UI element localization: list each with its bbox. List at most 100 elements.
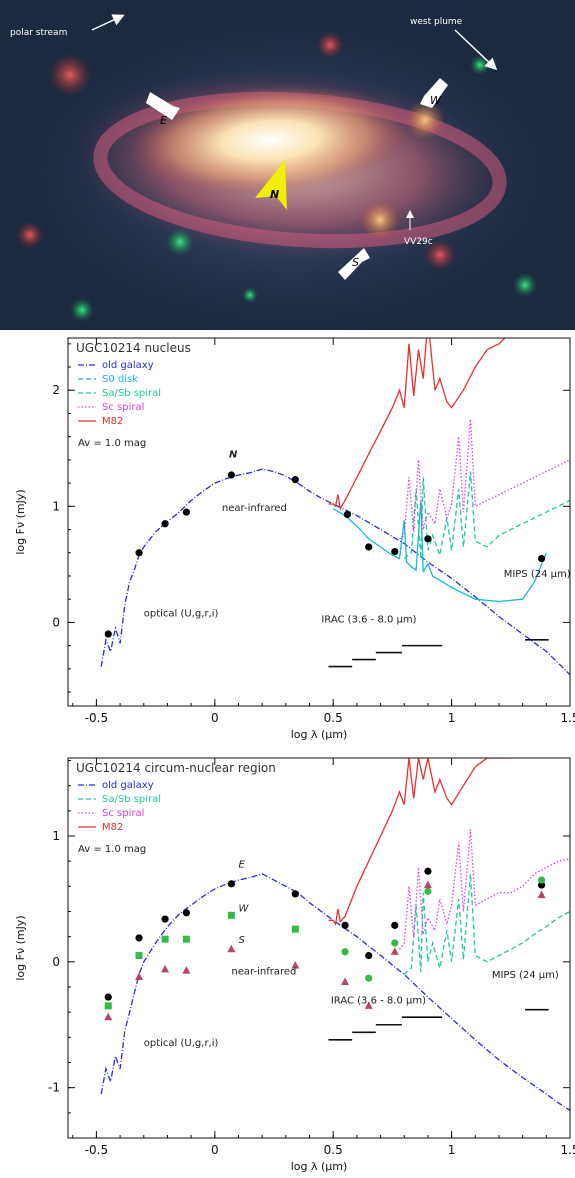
data-point (182, 935, 190, 943)
y-tick-label: 0 (52, 615, 60, 629)
data-point (161, 520, 169, 528)
data-point (161, 964, 170, 973)
annotation-label: near-infrared (222, 503, 287, 514)
annotation-label: IRAC (3.6 - 8.0 μm) (321, 614, 416, 625)
annotation-label: N (229, 450, 238, 461)
data-point (135, 549, 143, 557)
data-point (104, 1002, 112, 1010)
N-arrow-marker: N (255, 160, 287, 210)
data-point (424, 867, 432, 875)
axis-ticks: -0.5 0 0.5 1 1.5 0 1 2 (52, 338, 575, 725)
data-point (364, 1001, 373, 1009)
x-axis-label: log λ (μm) (291, 1160, 348, 1173)
data-point (341, 921, 349, 929)
x-tick-label: 1.5 (560, 711, 575, 725)
legend-entry: S0 disk (102, 374, 138, 385)
y-tick-label: 1 (52, 829, 60, 843)
green-source (470, 55, 490, 75)
series-line-sc-spiral (399, 419, 570, 540)
data-point (537, 876, 546, 884)
sed-chart-circum-nuclear: -0.5 0 0.5 1 1.5 -1 0 1 log λ (μm) log Fν (mJy)… (14, 757, 575, 1173)
x-tick-label: 0 (211, 711, 219, 725)
x-tick-label: 0 (211, 1143, 219, 1157)
west-plume-label: west plume (410, 17, 463, 27)
sed-chart-nucleus: -0.500.511.5012 log λ (μm) log Fν (mJy) … (14, 337, 575, 741)
series-line-sa-sb-spiral (403, 873, 570, 975)
data-point (104, 993, 112, 1001)
data-point (343, 510, 352, 519)
green-source (166, 228, 194, 256)
data-point (390, 947, 399, 955)
legend-entry: M82 (102, 822, 123, 833)
y-tick-label: 2 (52, 383, 60, 397)
data-point (291, 961, 300, 969)
polar-stream-arrow (91, 14, 125, 31)
x-axis-label: log λ (μm) (291, 728, 348, 741)
series-line-old-galaxy (100, 468, 570, 676)
y-axis-label: log Fν (mJy) (14, 915, 27, 980)
data-point (365, 543, 373, 551)
data-point (341, 948, 349, 956)
green-source (242, 287, 258, 303)
galaxy-core (130, 84, 410, 196)
W-label: W (430, 94, 442, 107)
data-point (182, 508, 190, 516)
S-arrow-marker: S (338, 248, 370, 280)
galaxy-image-panel: polar stream west plume E W N S VV29c (0, 0, 575, 330)
data-point (135, 934, 143, 942)
data-point (424, 535, 432, 543)
data-point (537, 890, 546, 899)
red-knot (424, 239, 456, 271)
legend-entry: M82 (102, 416, 123, 427)
legend-entry: old galaxy (102, 780, 154, 791)
series-line-s0-disk (332, 500, 547, 603)
annotation-label: E (238, 859, 245, 870)
E-arrow-marker: E (146, 92, 180, 127)
data-point (424, 887, 432, 895)
annotation-label: optical (U,g,r,i) (144, 609, 219, 620)
annotation-label: MIPS (24 μm) (492, 970, 559, 981)
plot-frame (67, 757, 571, 1139)
polar-stream-label: polar stream (10, 28, 67, 38)
legend: old galaxy Sa/Sb spiral Sc spiral M82 (78, 780, 161, 833)
y-tick-label: 0 (52, 955, 60, 969)
data-point (227, 911, 235, 919)
annotation-label: MIPS (24 μm) (504, 569, 571, 580)
data-point (365, 974, 373, 982)
data-point (161, 935, 169, 943)
vv29c-label: VV29c (404, 237, 433, 247)
y-axis-label: log Fν (mJy) (14, 489, 27, 554)
plot-content (100, 338, 570, 676)
red-knot (16, 221, 44, 249)
S-label: S (352, 256, 359, 269)
legend-note: Av = 1.0 mag (78, 844, 146, 855)
chart-title: UGC10214 nucleus (76, 341, 191, 355)
series-line-sa-sb-spiral (403, 471, 570, 560)
legend-note: Av = 1.0 mag (78, 438, 146, 449)
series-line-m82 (328, 758, 511, 926)
data-point (391, 939, 399, 947)
data-point (537, 554, 546, 563)
data-point (391, 548, 399, 556)
red-knot (316, 31, 344, 59)
legend-entry: Sa/Sb spiral (102, 388, 161, 399)
legend-entry: Sc spiral (102, 808, 144, 819)
data-point (227, 944, 236, 953)
data-point (135, 952, 143, 960)
y-tick-label: 1 (52, 499, 60, 513)
red-knot (405, 100, 445, 140)
annotation-label: IRAC (3.6 - 8.0 μm) (331, 995, 426, 1006)
green-source (70, 298, 94, 322)
legend: old galaxy S0 disk Sa/Sb spiral Sc spiral M8… (78, 360, 161, 427)
data-point (182, 909, 190, 917)
data-point (182, 966, 191, 974)
data-point (423, 880, 432, 889)
annotation-label: near-infrared (231, 966, 296, 977)
data-point (291, 476, 299, 484)
red-knot (48, 53, 92, 97)
data-point (391, 921, 399, 929)
axis-ticks: -0.5 0 0.5 1 1.5 -1 0 1 (48, 758, 575, 1157)
data-point (341, 977, 350, 985)
data-point (104, 630, 112, 638)
